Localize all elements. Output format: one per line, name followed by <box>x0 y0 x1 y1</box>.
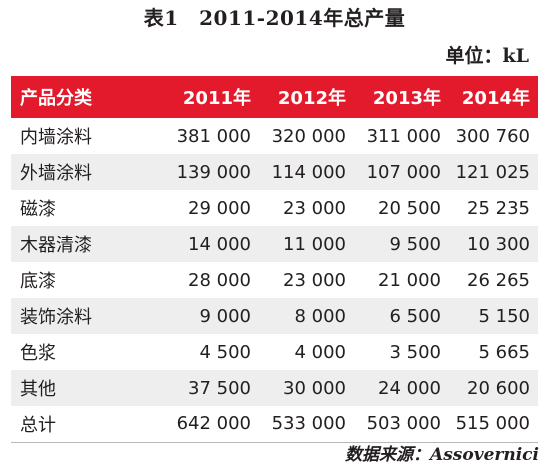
total-row: 总计 642 000 533 000 503 000 515 000 <box>11 406 538 443</box>
header-2011: 2011年 <box>182 88 251 109</box>
cell-2013: 503 000 <box>354 406 449 443</box>
row-category: 总计 <box>11 406 164 443</box>
table-row: 磁漆 29 000 23 000 20 500 25 235 <box>11 190 538 226</box>
cell-2014: 25 235 <box>467 197 530 219</box>
row-category: 其他 <box>20 379 56 400</box>
row-category: 色浆 <box>20 343 56 364</box>
header-row: 产品分类 2011年 2012年 2013年 2014年 <box>11 76 538 118</box>
cell-2013: 9 500 <box>389 233 441 255</box>
table-row: 内墙涂料 381 000 320 000 311 000 300 760 <box>11 118 538 154</box>
cell-2013: 3 500 <box>389 341 441 363</box>
cell-2013: 6 500 <box>389 305 441 327</box>
table-row: 底漆 28 000 23 000 21 000 26 265 <box>11 262 538 298</box>
cell-2012: 533 000 <box>259 406 354 443</box>
data-source: 数据来源：Assovernici <box>345 445 539 465</box>
table-row: 木器清漆 14 000 11 000 9 500 10 300 <box>11 226 538 262</box>
cell-2011: 9 000 <box>199 305 251 327</box>
row-category: 磁漆 <box>20 199 56 220</box>
cell-2014: 26 265 <box>467 269 530 291</box>
cell-2012: 30 000 <box>283 377 346 399</box>
cell-2012: 23 000 <box>283 269 346 291</box>
cell-2012: 23 000 <box>283 197 346 219</box>
production-table: 产品分类 2011年 2012年 2013年 2014年 内墙涂料 381 00… <box>11 76 538 443</box>
cell-2012: 8 000 <box>294 305 346 327</box>
row-category: 装饰涂料 <box>20 307 92 328</box>
unit-label: 单位：kL <box>445 45 529 67</box>
header-2012: 2012年 <box>277 88 346 109</box>
cell-2011: 37 500 <box>188 377 251 399</box>
cell-2014: 10 300 <box>467 233 530 255</box>
cell-2012: 320 000 <box>271 125 346 147</box>
cell-2013: 24 000 <box>378 377 441 399</box>
table-row: 外墙涂料 139 000 114 000 107 000 121 025 <box>11 154 538 190</box>
cell-2011: 29 000 <box>188 197 251 219</box>
cell-2011: 14 000 <box>188 233 251 255</box>
table-row: 其他 37 500 30 000 24 000 20 600 <box>11 370 538 406</box>
cell-2014: 300 760 <box>455 125 530 147</box>
cell-2011: 381 000 <box>176 125 251 147</box>
cell-2014: 5 150 <box>478 305 530 327</box>
cell-2014: 121 025 <box>455 161 530 183</box>
cell-2014: 515 000 <box>449 406 538 443</box>
cell-2011: 642 000 <box>164 406 259 443</box>
cell-2011: 28 000 <box>188 269 251 291</box>
row-category: 底漆 <box>20 271 56 292</box>
cell-2011: 139 000 <box>176 161 251 183</box>
cell-2011: 4 500 <box>199 341 251 363</box>
cell-2012: 114 000 <box>271 161 346 183</box>
table-row: 装饰涂料 9 000 8 000 6 500 5 150 <box>11 298 538 334</box>
cell-2013: 21 000 <box>378 269 441 291</box>
cell-2014: 20 600 <box>467 377 530 399</box>
cell-2012: 11 000 <box>283 233 346 255</box>
cell-2013: 20 500 <box>378 197 441 219</box>
row-category: 内墙涂料 <box>20 127 92 148</box>
header-2014: 2014年 <box>461 88 530 109</box>
table-title: 表1 2011-2014年总产量 <box>143 6 406 30</box>
row-category: 外墙涂料 <box>20 163 92 184</box>
header-category: 产品分类 <box>20 88 92 109</box>
table-row: 色浆 4 500 4 000 3 500 5 665 <box>11 334 538 370</box>
header-2013: 2013年 <box>372 88 441 109</box>
cell-2013: 107 000 <box>366 161 441 183</box>
cell-2014: 5 665 <box>478 341 530 363</box>
cell-2013: 311 000 <box>366 125 441 147</box>
cell-2012: 4 000 <box>294 341 346 363</box>
row-category: 木器清漆 <box>20 235 92 256</box>
